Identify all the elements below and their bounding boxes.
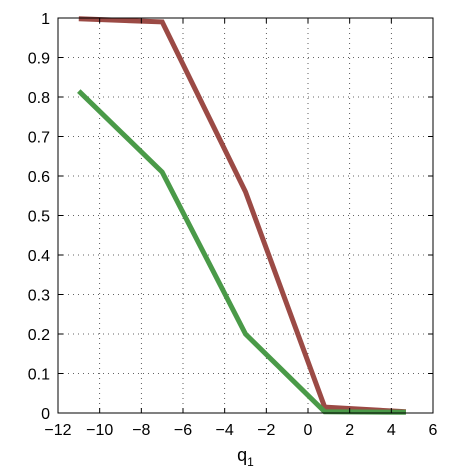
- y-tick-label: 0.2: [28, 327, 50, 344]
- y-tick-label: 0.9: [28, 51, 50, 68]
- y-tick-labels: 0 0.1 0.2 0.3 0.4 0.5 0.6 0.7 0.8 0.9 1: [28, 11, 50, 423]
- x-tick-label: −6: [174, 422, 192, 439]
- x-tick-label: −10: [86, 422, 113, 439]
- y-tick-label: 0.1: [28, 367, 50, 384]
- x-tick-label: −12: [44, 422, 71, 439]
- x-tick-label: 2: [345, 422, 354, 439]
- y-tick-label: 0.6: [28, 169, 50, 186]
- tick-marks: [57, 17, 434, 414]
- grid: [58, 18, 433, 413]
- y-tick-label: 0.4: [28, 248, 50, 265]
- plot-frame: [57, 17, 434, 414]
- y-tick-label: 0.5: [28, 209, 50, 226]
- x-axis-label-subscript: 1: [247, 455, 254, 469]
- series-line-2: [77, 89, 406, 415]
- y-tick-label: 0: [41, 406, 50, 423]
- x-tick-label: −4: [216, 422, 234, 439]
- x-tick-label: −8: [132, 422, 150, 439]
- x-axis-label-main: q: [237, 445, 247, 465]
- x-axis-label: q1: [237, 445, 254, 469]
- x-tick-label: 6: [429, 422, 438, 439]
- x-tick-label: 0: [304, 422, 313, 439]
- y-tick-label: 0.3: [28, 288, 50, 305]
- y-tick-label: 0.8: [28, 90, 50, 107]
- x-tick-label: −2: [257, 422, 275, 439]
- y-tick-label: 1: [41, 11, 50, 28]
- y-tick-label: 0.7: [28, 130, 50, 147]
- series-layer: [77, 16, 407, 415]
- x-tick-labels: −12 −10 −8 −6 −4 −2 0 2 4 6: [44, 422, 437, 439]
- series-line-1: [78, 16, 407, 415]
- x-tick-label: 4: [387, 422, 396, 439]
